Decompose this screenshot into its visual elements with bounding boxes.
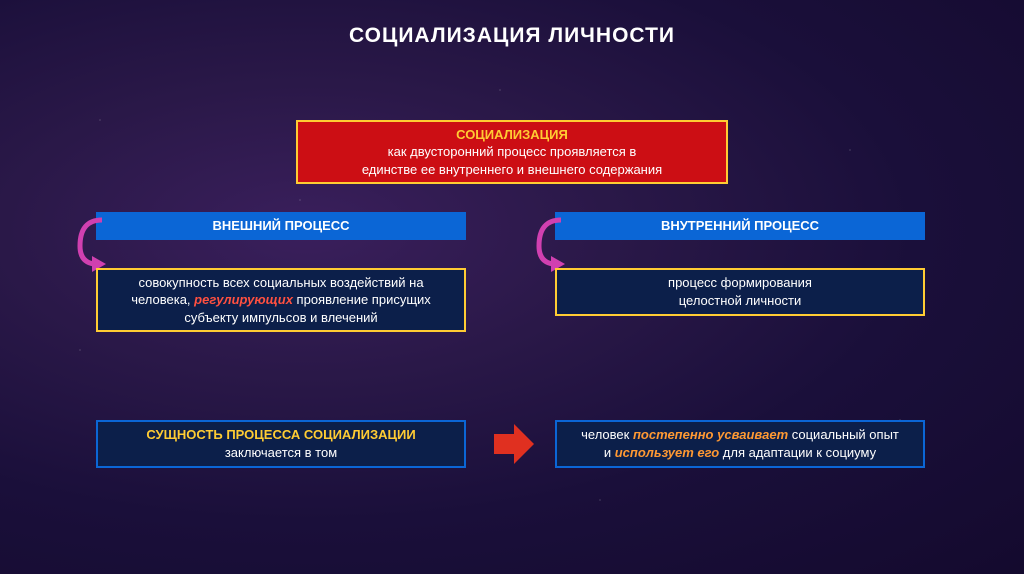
curve-arrow-left [74,216,110,272]
text-line: процесс формирования [668,274,812,292]
text-line: заключается в том [225,444,337,462]
text-highlight: СОЦИАЛИЗАЦИЯ [456,127,568,142]
text-content: человек постепенно усваивает социальный … [577,426,903,461]
block-arrow-icon [492,422,536,466]
header-internal-process: ВНУТРЕННИЙ ПРОЦЕСС [555,212,925,240]
box-internal-detail: процесс формирования целостной личности [555,268,925,316]
text-highlight: постепенно усваивает [633,427,788,442]
text-span: для адаптации к социуму [719,445,876,460]
slide-title: СОЦИАЛИЗАЦИЯ ЛИЧНОСТИ [0,0,1024,48]
text-content: совокупность всех социальных воздействий… [118,274,444,327]
text-highlight: СУЩНОСТЬ ПРОЦЕССА СОЦИАЛИЗАЦИИ [146,427,415,442]
text-highlight: регулирующих [194,292,293,307]
box-socialization-definition: СОЦИАЛИЗАЦИЯ как двусторонний процесс пр… [296,120,728,184]
box-essence-explanation: человек постепенно усваивает социальный … [555,420,925,468]
text-line: как двусторонний процесс проявляется в [388,143,637,161]
box-external-detail: совокупность всех социальных воздействий… [96,268,466,332]
header-external-process: ВНЕШНИЙ ПРОЦЕСС [96,212,466,240]
header-label: ВНУТРЕННИЙ ПРОЦЕСС [661,217,819,235]
text-span: человек [581,427,633,442]
curve-arrow-right [533,216,569,272]
header-label: ВНЕШНИЙ ПРОЦЕСС [212,217,349,235]
text-highlight: использует его [615,445,719,460]
text-line: единстве ее внутреннего и внешнего содер… [362,161,662,179]
text-line: целостной личности [679,292,802,310]
box-essence: СУЩНОСТЬ ПРОЦЕССА СОЦИАЛИЗАЦИИ заключает… [96,420,466,468]
